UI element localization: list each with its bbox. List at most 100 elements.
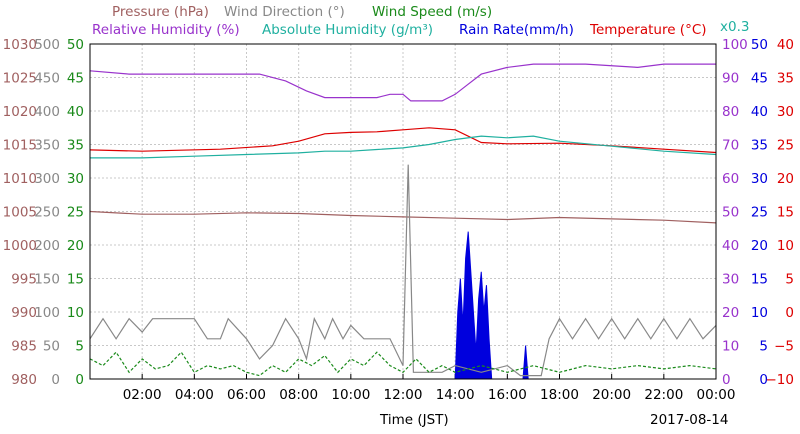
x-tick-label: 02:00 bbox=[123, 387, 162, 403]
legend-relative-humidity: Relative Humidity (%) bbox=[92, 22, 240, 38]
wind-direction-tick-label: 250 bbox=[34, 205, 60, 221]
x-axis-label: Time (JST) bbox=[379, 412, 449, 428]
pressure-tick-label: 1030 bbox=[3, 37, 37, 53]
date-label: 2017-08-14 bbox=[650, 412, 728, 428]
pressure-tick-label: 995 bbox=[11, 272, 37, 288]
rain-rate-tick-label: 20 bbox=[751, 238, 768, 254]
pressure-tick-label: 980 bbox=[11, 372, 37, 388]
rain-rate-tick-label: 35 bbox=[751, 138, 768, 154]
temperature-c-line bbox=[89, 127, 717, 154]
pressure-tick-label: 1015 bbox=[3, 138, 37, 154]
temperature-tick-label: −10 bbox=[766, 372, 795, 388]
rain-rate-tick-label: 50 bbox=[751, 37, 768, 53]
wind-speed-tick-label: 15 bbox=[67, 272, 84, 288]
x-tick-label: 18:00 bbox=[540, 387, 579, 403]
relative-humidity-tick-label: 30 bbox=[722, 272, 739, 288]
x-tick-label: 08:00 bbox=[279, 387, 318, 403]
pressure-tick-label: 1010 bbox=[3, 171, 37, 187]
relative-humidity-tick-label: 10 bbox=[722, 339, 739, 355]
relative-humidity-tick-label: 60 bbox=[722, 171, 739, 187]
wind-speed-tick-label: 40 bbox=[67, 104, 84, 120]
pressure-hpa-line bbox=[89, 210, 717, 224]
legend-temperature: Temperature (°C) bbox=[589, 22, 707, 38]
wind-speed-tick-label: 35 bbox=[67, 138, 84, 154]
plot-frame bbox=[89, 43, 717, 380]
x-axis-ticks: 02:00 04:00 06:00 08:00 10:00 12:00 14:00 16:00… bbox=[123, 374, 736, 403]
wind-direction-tick-label: 500 bbox=[34, 37, 60, 53]
right-axis-ticks: 0102030405060708090100051015202530354045… bbox=[722, 37, 794, 388]
temperature-tick-label: −5 bbox=[774, 339, 794, 355]
x-tick-label: 22:00 bbox=[644, 387, 683, 403]
x-tick-label: 06:00 bbox=[227, 387, 266, 403]
wind-direction-tick-label: 150 bbox=[34, 272, 60, 288]
wind-direction-tick-label: 200 bbox=[34, 238, 60, 254]
wind-speed-tick-label: 10 bbox=[67, 305, 84, 321]
pressure-tick-label: 1025 bbox=[3, 71, 37, 87]
wind-direction-tick-label: 50 bbox=[43, 339, 60, 355]
temperature-tick-label: 10 bbox=[777, 238, 794, 254]
rain-rate-tick-label: 25 bbox=[751, 205, 768, 221]
wind-direction-tick-label: 450 bbox=[34, 71, 60, 87]
temperature-tick-label: 35 bbox=[777, 71, 794, 87]
x-tick-label: 16:00 bbox=[488, 387, 527, 403]
relative-humidity-tick-label: 100 bbox=[722, 37, 748, 53]
x-tick-label: 20:00 bbox=[592, 387, 631, 403]
series-layer bbox=[89, 63, 717, 380]
temperature-tick-label: 30 bbox=[777, 104, 794, 120]
relative-humidity-tick-label: 40 bbox=[722, 238, 739, 254]
relative-humidity-line bbox=[89, 63, 716, 102]
wind-direction-tick-label: 0 bbox=[51, 372, 60, 388]
legend-wind-direction: Wind Direction (°) bbox=[224, 4, 345, 20]
temperature-tick-label: 40 bbox=[777, 37, 794, 53]
temperature-tick-label: 15 bbox=[777, 205, 794, 221]
wind-speed-tick-label: 30 bbox=[67, 171, 84, 187]
x-tick-label: 04:00 bbox=[175, 387, 214, 403]
pressure-tick-label: 1005 bbox=[3, 205, 37, 221]
temperature-tick-label: 20 bbox=[777, 171, 794, 187]
rain-rate-tick-label: 40 bbox=[751, 104, 768, 120]
temperature-tick-label: 5 bbox=[785, 272, 794, 288]
x-tick-label: 00:00 bbox=[697, 387, 736, 403]
legend-pressure: Pressure (hPa) bbox=[112, 4, 209, 20]
temperature-tick-label: 0 bbox=[785, 305, 794, 321]
wind-speed-tick-label: 20 bbox=[67, 238, 84, 254]
wind-speed-tick-label: 45 bbox=[67, 71, 84, 87]
relative-humidity-tick-label: 70 bbox=[722, 138, 739, 154]
relative-humidity-tick-label: 0 bbox=[722, 372, 731, 388]
wind-direction-tick-label: 400 bbox=[34, 104, 60, 120]
temperature-tick-label: 25 bbox=[777, 138, 794, 154]
relative-humidity-tick-label: 90 bbox=[722, 71, 739, 87]
x-tick-label: 10:00 bbox=[331, 387, 370, 403]
pressure-tick-label: 990 bbox=[11, 305, 37, 321]
pressure-tick-label: 985 bbox=[11, 339, 37, 355]
rain-rate-area bbox=[454, 231, 493, 380]
legend-absolute-humidity: Absolute Humidity (g/m³) bbox=[262, 22, 433, 38]
rain-rate-tick-label: 10 bbox=[751, 305, 768, 321]
rain-rate-tick-label: 15 bbox=[751, 272, 768, 288]
wind-direction-tick-label: 300 bbox=[34, 171, 60, 187]
relative-humidity-tick-label: 20 bbox=[722, 305, 739, 321]
relative-humidity-tick-label: 50 bbox=[722, 205, 739, 221]
relative-humidity-tick-label: 80 bbox=[722, 104, 739, 120]
rain-rate-tick-label: 45 bbox=[751, 71, 768, 87]
x-tick-label: 12:00 bbox=[384, 387, 423, 403]
rain-rate-area bbox=[522, 345, 529, 380]
rain-rate-tick-label: 30 bbox=[751, 171, 768, 187]
absolute-humidity-g-m-line bbox=[90, 135, 717, 159]
wind-speed-m-s-line bbox=[89, 351, 717, 377]
legend-absolute-humidity-scale: x0.3 bbox=[720, 19, 749, 35]
wind-direction-tick-label: 100 bbox=[34, 305, 60, 321]
left-axis-ticks: 9809859909951000100510101015102010251030… bbox=[3, 37, 84, 388]
legend-rain-rate: Rain Rate(mm/h) bbox=[459, 22, 574, 38]
wind-speed-tick-label: 5 bbox=[75, 339, 84, 355]
pressure-tick-label: 1020 bbox=[3, 104, 37, 120]
wind-direction-tick-label: 350 bbox=[34, 138, 60, 154]
legend-wind-speed: Wind Speed (m/s) bbox=[372, 4, 492, 20]
wind-direction-line bbox=[89, 164, 717, 377]
wind-speed-tick-label: 0 bbox=[75, 372, 84, 388]
rain-rate-tick-label: 5 bbox=[759, 339, 768, 355]
rain-rate-tick-label: 0 bbox=[759, 372, 768, 388]
wind-speed-tick-label: 25 bbox=[67, 205, 84, 221]
x-tick-label: 14:00 bbox=[436, 387, 475, 403]
